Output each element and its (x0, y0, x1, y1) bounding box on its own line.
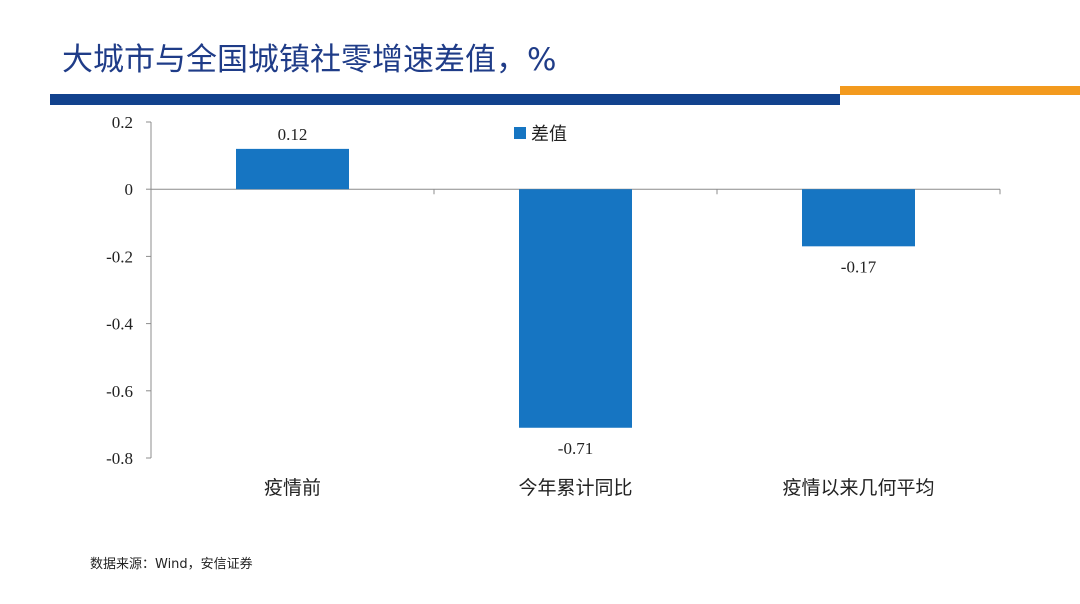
y-tick-label: 0 (125, 180, 134, 199)
legend-swatch (514, 127, 526, 139)
chart-legend: 差值 (514, 124, 567, 145)
data-label: -0.17 (841, 257, 877, 276)
data-source-note: 数据来源：Wind，安信证券 (90, 557, 253, 572)
data-label: 0.12 (278, 125, 308, 144)
data-label: -0.71 (558, 439, 593, 458)
bar (236, 148, 349, 190)
chart-labels: 0.12 疫情前 -0.71 今年累计同比 -0.17 疫情以来几何平均 (264, 125, 935, 499)
chart-bars (236, 148, 915, 428)
x-category-label: 疫情前 (264, 477, 321, 499)
y-tick-label: -0.8 (106, 449, 133, 468)
x-category-label: 疫情以来几何平均 (782, 477, 934, 499)
bar (519, 189, 632, 428)
x-category-label: 今年累计同比 (518, 477, 632, 499)
y-tick-label: -0.6 (106, 382, 133, 401)
y-tick-label: -0.4 (106, 315, 133, 334)
y-tick-label: -0.2 (106, 247, 133, 266)
legend-label: 差值 (531, 124, 567, 145)
header-rule-orange (840, 86, 1080, 95)
y-tick-label: 0.2 (112, 113, 133, 132)
bar (802, 189, 915, 247)
header-rule-blue (50, 94, 840, 105)
page-title: 大城市与全国城镇社零增速差值，% (62, 42, 557, 78)
